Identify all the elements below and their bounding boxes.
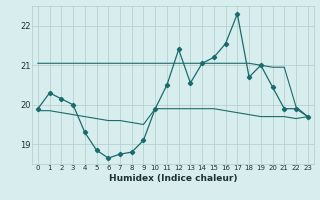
X-axis label: Humidex (Indice chaleur): Humidex (Indice chaleur) xyxy=(108,174,237,183)
